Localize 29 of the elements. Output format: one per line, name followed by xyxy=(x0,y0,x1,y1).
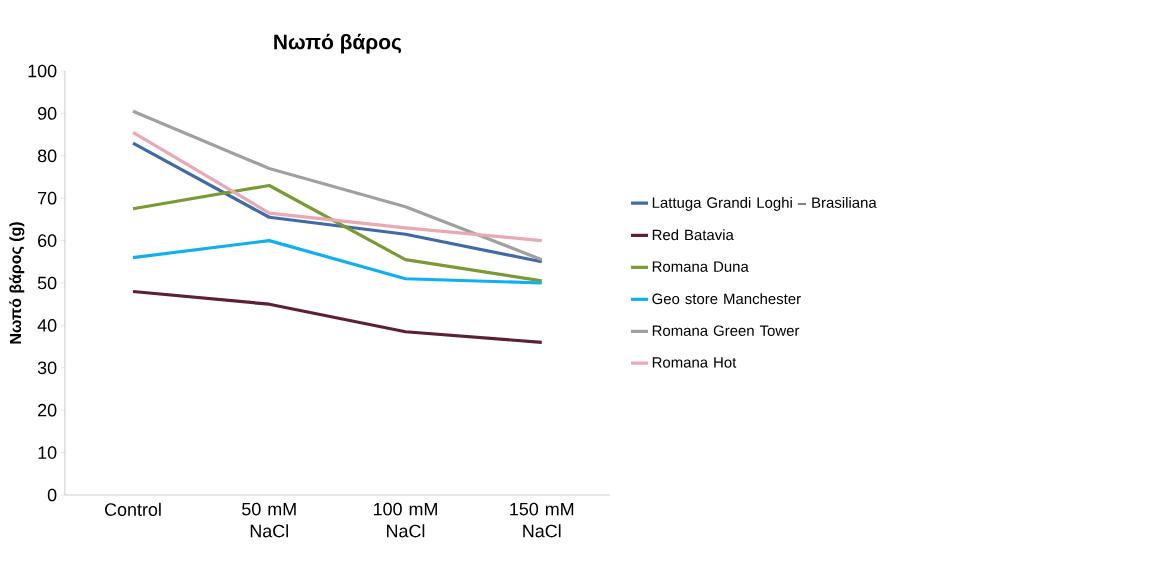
x-tick-label: 50 mM NaCl xyxy=(242,502,296,538)
x-tick-label: Control xyxy=(105,502,161,516)
y-tick-label: 80 xyxy=(37,149,57,163)
y-tick-label: 20 xyxy=(38,403,57,417)
y-tick-label: 60 xyxy=(38,234,57,247)
legend-label: Romana Hot xyxy=(652,357,737,368)
line-series xyxy=(131,130,544,243)
line-series xyxy=(131,183,544,283)
y-axis-title: Νωπό βάρος (g) xyxy=(9,222,25,344)
y-tick-label: 10 xyxy=(38,446,57,459)
y-tick-label: 0 xyxy=(47,488,57,502)
y-tick-label: 50 xyxy=(37,276,57,290)
y-tick-label: 70 xyxy=(38,191,57,205)
line-series xyxy=(131,109,544,262)
y-tick-label: 100 xyxy=(28,64,57,78)
legend-label: Romana Green Tower xyxy=(652,325,800,336)
x-tick-label: 100 mM NaCl xyxy=(373,502,437,538)
line-series xyxy=(131,289,544,344)
legend-label: Red Batavia xyxy=(652,229,734,241)
legend-label: Lattuga Grandi Loghi – Brasiliana xyxy=(652,196,877,211)
line-series xyxy=(131,141,544,264)
line-series xyxy=(131,239,544,285)
legend-label: Romana Duna xyxy=(652,261,749,272)
chart-title: Νωπό βάρος xyxy=(274,33,402,54)
y-tick-label: 30 xyxy=(37,361,57,375)
legend-label: Geo store Manchester xyxy=(652,293,801,305)
x-tick-label: 150 mM NaCl xyxy=(510,502,574,538)
y-tick-label: 90 xyxy=(38,107,57,120)
y-tick-label: 40 xyxy=(37,319,57,332)
